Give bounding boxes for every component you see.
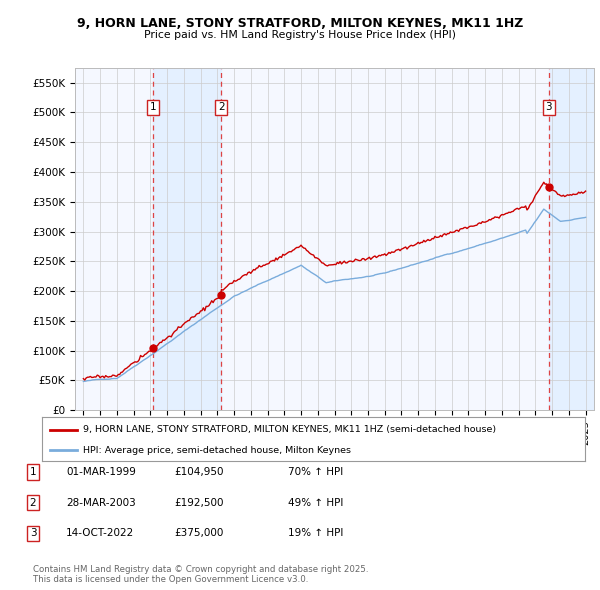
Text: 1: 1	[29, 467, 37, 477]
Text: 01-MAR-1999: 01-MAR-1999	[66, 467, 136, 477]
Text: 3: 3	[29, 529, 37, 538]
Text: £375,000: £375,000	[174, 529, 223, 538]
Text: 3: 3	[545, 102, 552, 112]
Text: HPI: Average price, semi-detached house, Milton Keynes: HPI: Average price, semi-detached house,…	[83, 446, 351, 455]
Text: £192,500: £192,500	[174, 498, 223, 507]
Text: 2: 2	[29, 498, 37, 507]
Text: 2: 2	[218, 102, 224, 112]
Text: Contains HM Land Registry data © Crown copyright and database right 2025.
This d: Contains HM Land Registry data © Crown c…	[33, 565, 368, 584]
Text: Price paid vs. HM Land Registry's House Price Index (HPI): Price paid vs. HM Land Registry's House …	[144, 31, 456, 40]
Bar	[153, 68, 221, 410]
Text: 28-MAR-2003: 28-MAR-2003	[66, 498, 136, 507]
Text: 14-OCT-2022: 14-OCT-2022	[66, 529, 134, 538]
Text: 9, HORN LANE, STONY STRATFORD, MILTON KEYNES, MK11 1HZ: 9, HORN LANE, STONY STRATFORD, MILTON KE…	[77, 17, 523, 30]
Text: 1: 1	[150, 102, 157, 112]
Text: 70% ↑ HPI: 70% ↑ HPI	[288, 467, 343, 477]
Text: £104,950: £104,950	[174, 467, 223, 477]
Text: 49% ↑ HPI: 49% ↑ HPI	[288, 498, 343, 507]
Bar	[548, 68, 594, 410]
Text: 9, HORN LANE, STONY STRATFORD, MILTON KEYNES, MK11 1HZ (semi-detached house): 9, HORN LANE, STONY STRATFORD, MILTON KE…	[83, 425, 496, 434]
Text: 19% ↑ HPI: 19% ↑ HPI	[288, 529, 343, 538]
